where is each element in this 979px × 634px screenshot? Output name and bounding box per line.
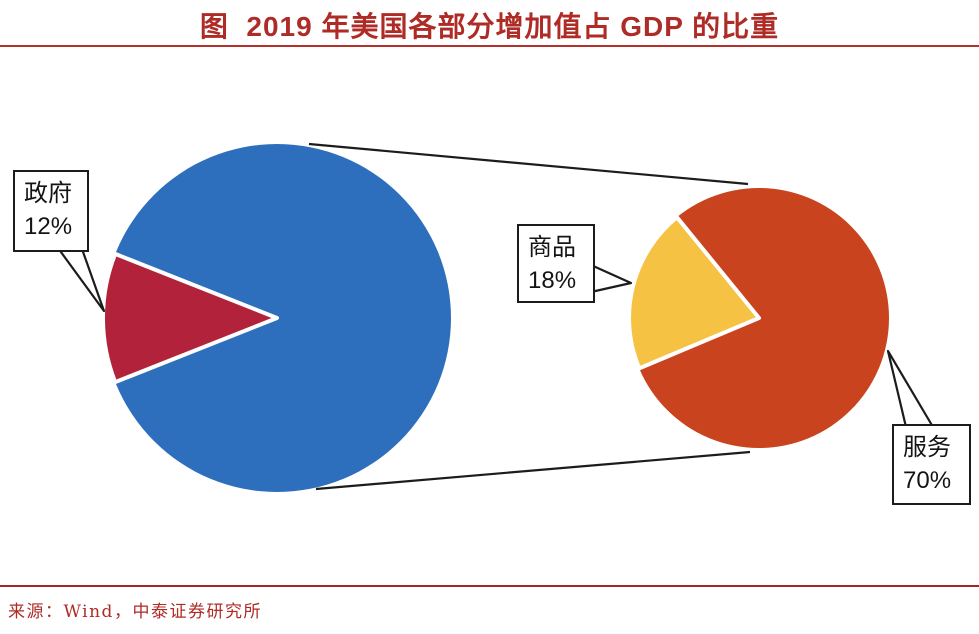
services-callout-label: 服务 — [903, 434, 951, 461]
goods-callout-label: 商品 — [528, 234, 576, 261]
connector-line-top — [308, 142, 749, 186]
top-divider-line — [0, 45, 979, 47]
bottom-divider-line — [0, 585, 979, 587]
services-callout: 服务 70% — [892, 424, 971, 505]
government-callout-pointer — [56, 246, 106, 313]
services-callout-value: 70% — [903, 467, 952, 494]
government-callout-value: 12% — [24, 213, 73, 240]
main-pie — [100, 144, 451, 492]
goods-callout-pointer — [589, 263, 633, 294]
government-callout: 政府 12% — [13, 170, 89, 252]
goods-callout-value: 18% — [528, 267, 577, 294]
secondary-pie — [627, 188, 889, 448]
services-callout-pointer — [886, 349, 935, 429]
connector-line-bottom — [315, 450, 751, 491]
figure-title: 图 2019 年美国各部分增加值占 GDP 的比重 — [199, 11, 780, 42]
government-callout-label: 政府 — [24, 180, 72, 207]
goods-callout: 商品 18% — [517, 224, 595, 303]
source-note: 来源：Wind，中泰证券研究所 — [8, 602, 262, 622]
